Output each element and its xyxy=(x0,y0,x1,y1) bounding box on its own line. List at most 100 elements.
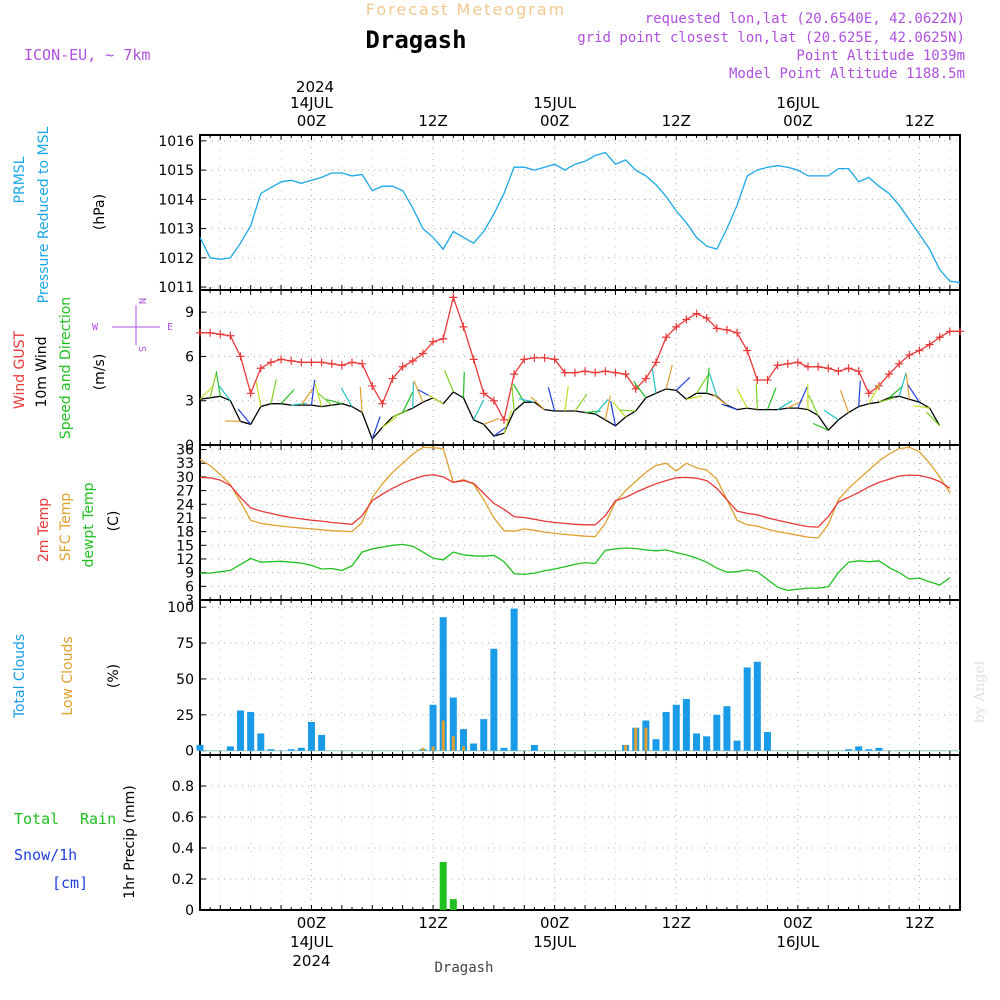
wind-arrow xyxy=(604,395,611,421)
wind-arrow xyxy=(823,409,839,421)
gust-marker xyxy=(591,368,600,377)
gust-marker xyxy=(804,362,812,371)
gust-marker xyxy=(814,362,823,371)
wind-arrow xyxy=(503,410,513,434)
wind-arrow xyxy=(444,370,454,393)
wind-arrow xyxy=(696,374,709,394)
wind-arrow xyxy=(371,416,381,440)
precip-unit: 1hr Precip (mm) xyxy=(122,785,138,898)
wind-arrow xyxy=(888,385,904,399)
y-tick-label: 0 xyxy=(185,744,194,760)
wind-arrow xyxy=(359,386,363,413)
y-tick-label: 0 xyxy=(185,438,194,454)
dewpoint-line xyxy=(200,543,951,592)
gust-marker xyxy=(358,359,367,368)
gust-marker xyxy=(388,374,397,383)
gust-marker xyxy=(418,349,427,358)
gust-marker xyxy=(702,314,711,323)
gust-marker xyxy=(277,355,286,364)
gust-marker xyxy=(327,359,336,368)
gust-marker xyxy=(581,367,590,376)
wind-arrow xyxy=(712,393,728,406)
footer-location: Dragash xyxy=(434,960,493,976)
requested-coords: requested lon,lat (20.6540E, 42.0622N) xyxy=(645,11,965,27)
compass-w: W xyxy=(92,322,99,333)
total-cloud-bar xyxy=(439,617,447,751)
total-cloud-bar xyxy=(247,711,255,751)
point-altitude: Point Altitude 1039m xyxy=(796,48,965,64)
total-cloud-bar xyxy=(693,733,701,751)
compass-n: N xyxy=(136,298,147,304)
total-clouds-label: Total Clouds xyxy=(12,634,28,719)
y-tick-label: 15 xyxy=(176,538,194,554)
bottom-time-label: 12Z xyxy=(418,914,447,932)
low-clouds-label: Low Clouds xyxy=(60,636,76,715)
y-tick-label: 33 xyxy=(176,456,194,472)
gust-marker xyxy=(398,362,407,371)
y-tick-label: 3 xyxy=(185,593,194,609)
y-tick-label: 6 xyxy=(185,349,194,365)
wind-arrow xyxy=(620,409,636,412)
panel-frame xyxy=(199,754,961,911)
panel-frame xyxy=(199,289,961,446)
y-tick-label: 75 xyxy=(176,636,194,652)
wind-arrow xyxy=(314,382,323,407)
total-cloud-bar xyxy=(196,744,204,751)
gust-marker xyxy=(925,340,934,349)
total-cloud-bar xyxy=(875,747,883,751)
gust-marker xyxy=(560,368,569,377)
wind-arrow xyxy=(905,373,910,400)
total-cloud-bar xyxy=(287,749,295,751)
total-cloud-bar xyxy=(723,706,731,751)
gust-marker xyxy=(956,327,964,336)
gust-marker xyxy=(439,334,448,343)
wind-arrow xyxy=(651,368,657,394)
y-tick-label: 27 xyxy=(176,484,194,500)
gust-marker xyxy=(530,353,539,362)
gust-marker xyxy=(307,358,316,367)
low-cloud-bar xyxy=(644,727,648,751)
wind-arrow xyxy=(858,380,861,407)
gust-marker xyxy=(763,376,772,385)
gust-marker xyxy=(510,370,519,379)
bottom-time-label: 12Z xyxy=(905,914,934,932)
gust-marker xyxy=(945,327,954,336)
wind-arrow xyxy=(199,385,214,400)
gust-marker xyxy=(844,364,853,373)
wind-arrow xyxy=(913,405,930,409)
low-cloud-bar xyxy=(451,736,455,751)
wind-arrow xyxy=(766,387,777,410)
rain-label: Rain xyxy=(80,810,116,828)
wind-arrow xyxy=(675,376,691,391)
wind-arrow xyxy=(797,386,808,409)
gust-marker xyxy=(246,389,255,398)
low-cloud-bar xyxy=(421,747,425,751)
y-tick-label: 0.4 xyxy=(172,841,194,857)
gust-marker xyxy=(773,361,782,370)
y-tick-label: 12 xyxy=(176,552,194,568)
watermark: by Angel xyxy=(972,660,988,723)
gust-marker xyxy=(429,337,438,346)
gust-marker xyxy=(793,358,802,367)
wind-line xyxy=(199,388,941,441)
top-time-label: 12Z xyxy=(905,112,934,130)
grid-point-coords: grid point closest lon,lat (20.625E, 42.… xyxy=(577,30,965,46)
panel-frame xyxy=(199,444,961,601)
gust-marker xyxy=(378,399,387,408)
t2m-line xyxy=(199,473,951,528)
wind-arrow xyxy=(574,393,588,412)
tdew-label: dewpt Temp xyxy=(81,482,97,567)
total-cloud-bar xyxy=(682,699,690,751)
wind-arrow xyxy=(326,399,343,405)
wind-arrow xyxy=(473,399,485,421)
gust-marker xyxy=(226,331,235,340)
total-cloud-bar xyxy=(753,661,761,751)
low-cloud-bar xyxy=(431,746,435,751)
wind-arrow xyxy=(610,400,617,426)
low-cloud-bar xyxy=(624,744,628,751)
gust-marker xyxy=(692,309,701,318)
total-cloud-bar xyxy=(733,740,741,751)
wind-arrow xyxy=(868,384,880,404)
wind-arrow xyxy=(878,397,895,403)
y-tick-label: 1011 xyxy=(158,280,194,296)
